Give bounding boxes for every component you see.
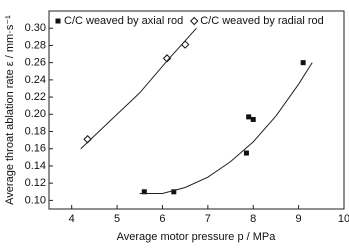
y-tick-label: 0.18 (25, 125, 46, 137)
marker (180, 40, 190, 49)
y-tick-label: 0.28 (25, 39, 46, 51)
y-tick-label: 0.20 (25, 108, 46, 120)
y-tick-label: 0.12 (25, 177, 46, 189)
y-tick-label: 0.26 (25, 57, 46, 69)
fit-curve (80, 27, 197, 150)
y-axis-label: Average throat ablation rate ε / mm·s⁻¹ (4, 15, 16, 205)
marker (300, 60, 306, 66)
legend-label: C/C weaved by radial rod (200, 15, 324, 27)
marker (246, 114, 252, 120)
marker (171, 189, 177, 195)
x-axis-label: Average motor pressure p / MPa (117, 231, 277, 243)
legend-marker (190, 16, 199, 26)
marker (243, 150, 249, 156)
x-tick-label: 10 (338, 213, 349, 225)
x-tick-label: 4 (69, 213, 75, 225)
x-tick-label: 9 (296, 213, 302, 225)
marker (141, 189, 147, 195)
x-tick-label: 8 (250, 213, 256, 225)
y-tick-label: 0.14 (25, 160, 46, 172)
x-tick-label: 7 (205, 213, 211, 225)
plot-frame (48, 10, 345, 210)
fit-curve (139, 62, 313, 195)
marker (162, 54, 172, 63)
legend-label: C/C weaved by axial rod (64, 15, 183, 27)
y-tick-label: 0.10 (25, 194, 46, 206)
marker (250, 116, 256, 122)
y-tick-label: 0.24 (25, 74, 46, 86)
legend-marker (55, 18, 61, 24)
y-tick-label: 0.30 (25, 22, 46, 34)
y-tick-label: 0.16 (25, 143, 46, 155)
x-tick-label: 5 (114, 213, 120, 225)
y-tick-label: 0.22 (25, 91, 46, 103)
x-tick-label: 6 (159, 213, 165, 225)
